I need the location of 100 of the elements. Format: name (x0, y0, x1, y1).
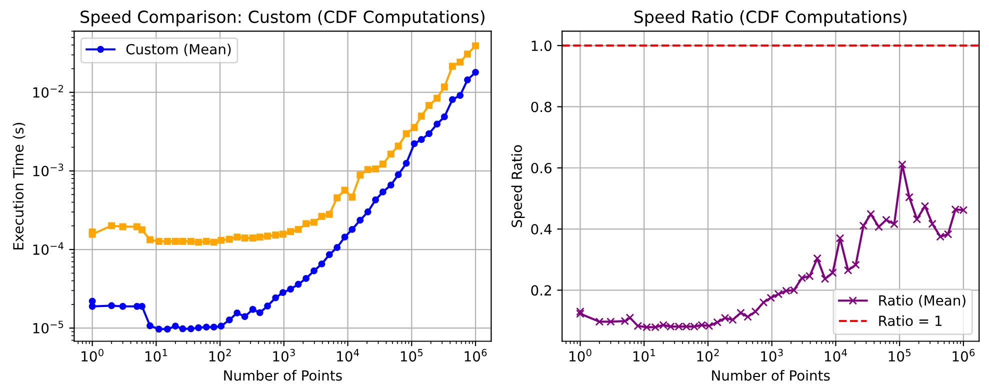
point (326, 251, 333, 258)
y-tick-label: 10$^{−2}$ (33, 84, 63, 98)
x-tick-label: 10$^{3}$ (273, 348, 295, 362)
point (210, 324, 218, 331)
point (394, 142, 402, 150)
point (434, 120, 441, 128)
x-axis-title: Number of Points (224, 370, 342, 381)
point (379, 160, 386, 168)
point (155, 238, 162, 245)
x-tick-label: 10$^{0}$ (570, 348, 592, 362)
point (348, 194, 356, 201)
point (418, 112, 425, 120)
point (202, 238, 210, 245)
point (472, 68, 479, 76)
x-tick-label: 10$^{1}$ (145, 349, 168, 362)
point (620, 316, 630, 326)
chart-title: Speed Comparison: Custom (CDF Computations) (80, 10, 484, 26)
point (334, 194, 341, 202)
point (318, 260, 326, 268)
point (402, 160, 410, 167)
point (402, 130, 410, 138)
point (294, 226, 302, 233)
point (440, 113, 448, 120)
point (164, 326, 171, 333)
y-tick-label: 1.0 (532, 40, 552, 52)
point (774, 290, 783, 298)
y-tick-label: 10$^{−3}$ (33, 164, 64, 176)
point (195, 324, 202, 332)
point (287, 228, 294, 236)
point (379, 188, 386, 196)
point (218, 322, 225, 330)
point (279, 230, 286, 238)
legend-label: Custom (Mean) (126, 44, 231, 56)
point (813, 254, 822, 263)
point (256, 234, 264, 241)
point (456, 58, 464, 66)
x-tick-label: 10$^{4}$ (825, 349, 847, 362)
point (387, 150, 394, 158)
point (272, 294, 280, 302)
x-tick-label: 10$^{3}$ (761, 348, 783, 362)
point (334, 244, 341, 251)
point (226, 316, 233, 324)
point (187, 325, 194, 332)
point (464, 50, 471, 58)
y-tick-label: 10$^{−4}$ (33, 242, 64, 255)
point (372, 165, 380, 172)
point (890, 220, 898, 228)
x-tick-label: 10$^{5}$ (400, 349, 423, 362)
x-tick-label: 10$^{2}$ (209, 348, 231, 362)
point (766, 294, 776, 302)
point (898, 160, 906, 169)
point (187, 238, 194, 245)
point (179, 238, 186, 245)
point (364, 166, 372, 174)
point (364, 208, 372, 216)
point (264, 302, 272, 310)
point (859, 222, 868, 230)
point (302, 274, 310, 282)
point (226, 236, 233, 243)
point (341, 186, 348, 194)
point (341, 234, 348, 241)
y-tick-label: 0.4 (531, 224, 552, 235)
y-tick-label: 0.6 (531, 162, 552, 174)
point (155, 326, 162, 333)
point (751, 307, 760, 316)
point (882, 216, 890, 224)
point (394, 171, 402, 178)
point (736, 308, 745, 317)
point (426, 102, 432, 109)
x-tick-label: 10$^{2}$ (697, 348, 719, 362)
point (744, 312, 752, 321)
point (179, 325, 186, 332)
point (249, 306, 256, 313)
point (241, 313, 248, 320)
point (202, 324, 210, 331)
point (210, 238, 218, 246)
point (287, 286, 294, 293)
point (372, 196, 380, 204)
point (279, 289, 286, 296)
point (836, 234, 844, 242)
point (172, 322, 179, 330)
point (418, 136, 425, 143)
y-tick-label: 0.2 (531, 285, 551, 296)
point (920, 202, 930, 210)
point (294, 280, 302, 288)
point (410, 124, 418, 131)
point (434, 94, 441, 102)
point (866, 210, 876, 218)
point (326, 210, 333, 218)
point (249, 234, 256, 242)
x-tick-label: 10$^{6}$ (464, 348, 487, 362)
point (164, 238, 171, 245)
point (905, 193, 914, 202)
point (928, 220, 937, 228)
point (256, 309, 264, 316)
point (828, 268, 837, 277)
point (844, 266, 852, 274)
point (426, 130, 432, 138)
x-tick-label: 10$^{1}$ (633, 349, 655, 362)
point (456, 92, 464, 99)
